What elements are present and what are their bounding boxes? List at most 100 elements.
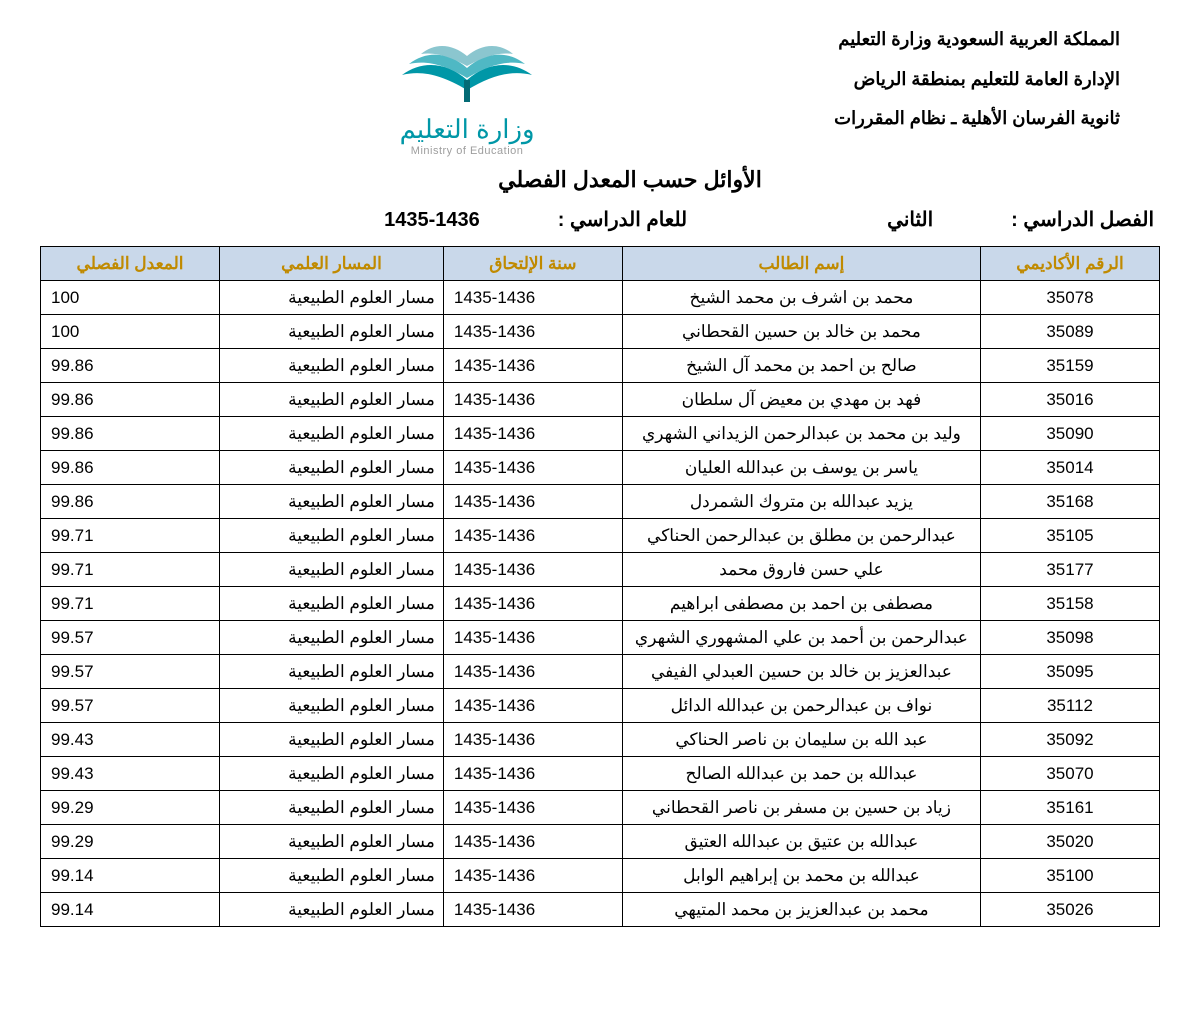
table-row: 35092عبد الله بن سليمان بن ناصر الحناكي1… bbox=[41, 723, 1160, 757]
cell-name: محمد بن عبدالعزيز بن محمد المتيهي bbox=[622, 893, 980, 927]
cell-name: عبدالرحمن بن أحمد بن علي المشهوري الشهري bbox=[622, 621, 980, 655]
cell-name: محمد بن خالد بن حسين القحطاني bbox=[622, 315, 980, 349]
ministry-logo: وزارة التعليم Ministry of Education bbox=[387, 20, 547, 157]
cell-track: مسار العلوم الطبيعية bbox=[220, 825, 444, 859]
cell-gpa: 99.57 bbox=[41, 621, 220, 655]
cell-id: 35098 bbox=[980, 621, 1159, 655]
cell-name: فهد بن مهدي بن معيض آل سلطان bbox=[622, 383, 980, 417]
cell-year: 1435-1436 bbox=[443, 383, 622, 417]
cell-track: مسار العلوم الطبيعية bbox=[220, 519, 444, 553]
cell-track: مسار العلوم الطبيعية bbox=[220, 485, 444, 519]
header-line-3: ثانوية الفرسان الأهلية ـ نظام المقررات bbox=[834, 99, 1120, 139]
table-row: 35016فهد بن مهدي بن معيض آل سلطان1435-14… bbox=[41, 383, 1160, 417]
cell-id: 35070 bbox=[980, 757, 1159, 791]
meta-row: الفصل الدراسي : الثاني للعام الدراسي : 1… bbox=[40, 207, 1160, 232]
cell-track: مسار العلوم الطبيعية bbox=[220, 655, 444, 689]
header-line-2: الإدارة العامة للتعليم بمنطقة الرياض bbox=[834, 60, 1120, 100]
cell-track: مسار العلوم الطبيعية bbox=[220, 723, 444, 757]
col-header-name: إسم الطالب bbox=[622, 247, 980, 281]
cell-year: 1435-1436 bbox=[443, 519, 622, 553]
cell-name: وليد بن محمد بن عبدالرحمن الزيداني الشهر… bbox=[622, 417, 980, 451]
table-row: 35090وليد بن محمد بن عبدالرحمن الزيداني … bbox=[41, 417, 1160, 451]
cell-track: مسار العلوم الطبيعية bbox=[220, 349, 444, 383]
cell-id: 35158 bbox=[980, 587, 1159, 621]
table-row: 35161زياد بن حسين بن مسفر بن ناصر القحطا… bbox=[41, 791, 1160, 825]
cell-gpa: 99.71 bbox=[41, 587, 220, 621]
year-group: للعام الدراسي : 1435-1436 bbox=[384, 207, 687, 232]
cell-name: نواف بن عبدالرحمن بن عبدالله الدائل bbox=[622, 689, 980, 723]
cell-id: 35100 bbox=[980, 859, 1159, 893]
header-line-1: المملكة العربية السعودية وزارة التعليم bbox=[834, 20, 1120, 60]
cell-name: ياسر بن يوسف بن عبدالله العليان bbox=[622, 451, 980, 485]
cell-name: زياد بن حسين بن مسفر بن ناصر القحطاني bbox=[622, 791, 980, 825]
cell-year: 1435-1436 bbox=[443, 791, 622, 825]
cell-gpa: 99.86 bbox=[41, 417, 220, 451]
year-label: للعام الدراسي : bbox=[558, 207, 687, 232]
cell-track: مسار العلوم الطبيعية bbox=[220, 553, 444, 587]
cell-track: مسار العلوم الطبيعية bbox=[220, 893, 444, 927]
cell-gpa: 99.71 bbox=[41, 519, 220, 553]
cell-gpa: 99.86 bbox=[41, 485, 220, 519]
cell-id: 35078 bbox=[980, 281, 1159, 315]
cell-id: 35026 bbox=[980, 893, 1159, 927]
cell-id: 35095 bbox=[980, 655, 1159, 689]
cell-id: 35089 bbox=[980, 315, 1159, 349]
cell-year: 1435-1436 bbox=[443, 485, 622, 519]
students-table: الرقم الأكاديمي إسم الطالب سنة الإلتحاق … bbox=[40, 246, 1160, 927]
logo-text-ar: وزارة التعليم bbox=[387, 114, 547, 145]
cell-id: 35092 bbox=[980, 723, 1159, 757]
cell-name: عبدالرحمن بن مطلق بن عبدالرحمن الحناكي bbox=[622, 519, 980, 553]
cell-id: 35020 bbox=[980, 825, 1159, 859]
table-body: 35078محمد بن اشرف بن محمد الشيخ1435-1436… bbox=[41, 281, 1160, 927]
cell-track: مسار العلوم الطبيعية bbox=[220, 859, 444, 893]
cell-gpa: 99.29 bbox=[41, 825, 220, 859]
table-row: 35098عبدالرحمن بن أحمد بن علي المشهوري ا… bbox=[41, 621, 1160, 655]
cell-year: 1435-1436 bbox=[443, 553, 622, 587]
year-value: 1435-1436 bbox=[384, 209, 480, 232]
col-header-id: الرقم الأكاديمي bbox=[980, 247, 1159, 281]
cell-year: 1435-1436 bbox=[443, 655, 622, 689]
col-header-track: المسار العلمي bbox=[220, 247, 444, 281]
col-header-gpa: المعدل الفصلي bbox=[41, 247, 220, 281]
cell-track: مسار العلوم الطبيعية bbox=[220, 281, 444, 315]
table-row: 35078محمد بن اشرف بن محمد الشيخ1435-1436… bbox=[41, 281, 1160, 315]
cell-name: علي حسن فاروق محمد bbox=[622, 553, 980, 587]
logo-container: وزارة التعليم Ministry of Education bbox=[40, 20, 794, 157]
cell-id: 35159 bbox=[980, 349, 1159, 383]
cell-name: عبدالله بن عتيق بن عبدالله العتيق bbox=[622, 825, 980, 859]
cell-name: صالح بن احمد بن محمد آل الشيخ bbox=[622, 349, 980, 383]
cell-year: 1435-1436 bbox=[443, 689, 622, 723]
logo-text-en: Ministry of Education bbox=[387, 145, 547, 157]
table-row: 35026محمد بن عبدالعزيز بن محمد المتيهي14… bbox=[41, 893, 1160, 927]
table-row: 35168يزيد عبدالله بن متروك الشمردل1435-1… bbox=[41, 485, 1160, 519]
cell-track: مسار العلوم الطبيعية bbox=[220, 383, 444, 417]
cell-id: 35105 bbox=[980, 519, 1159, 553]
cell-gpa: 99.86 bbox=[41, 349, 220, 383]
table-row: 35177علي حسن فاروق محمد1435-1436مسار الع… bbox=[41, 553, 1160, 587]
cell-track: مسار العلوم الطبيعية bbox=[220, 757, 444, 791]
cell-gpa: 99.14 bbox=[41, 859, 220, 893]
table-row: 35014ياسر بن يوسف بن عبدالله العليان1435… bbox=[41, 451, 1160, 485]
cell-id: 35014 bbox=[980, 451, 1159, 485]
cell-gpa: 99.86 bbox=[41, 451, 220, 485]
table-row: 35089محمد بن خالد بن حسين القحطاني1435-1… bbox=[41, 315, 1160, 349]
cell-track: مسار العلوم الطبيعية bbox=[220, 791, 444, 825]
cell-id: 35090 bbox=[980, 417, 1159, 451]
cell-name: يزيد عبدالله بن متروك الشمردل bbox=[622, 485, 980, 519]
table-header-row: الرقم الأكاديمي إسم الطالب سنة الإلتحاق … bbox=[41, 247, 1160, 281]
cell-year: 1435-1436 bbox=[443, 349, 622, 383]
table-row: 35105عبدالرحمن بن مطلق بن عبدالرحمن الحن… bbox=[41, 519, 1160, 553]
cell-name: عبد الله بن سليمان بن ناصر الحناكي bbox=[622, 723, 980, 757]
cell-gpa: 99.71 bbox=[41, 553, 220, 587]
table-row: 35095عبدالعزيز بن خالد بن حسين العبدلي ا… bbox=[41, 655, 1160, 689]
semester-value: الثاني bbox=[887, 207, 933, 232]
cell-id: 35177 bbox=[980, 553, 1159, 587]
cell-name: عبدالله بن حمد بن عبدالله الصالح bbox=[622, 757, 980, 791]
cell-track: مسار العلوم الطبيعية bbox=[220, 689, 444, 723]
cell-year: 1435-1436 bbox=[443, 723, 622, 757]
cell-gpa: 99.29 bbox=[41, 791, 220, 825]
cell-track: مسار العلوم الطبيعية bbox=[220, 587, 444, 621]
table-row: 35020عبدالله بن عتيق بن عبدالله العتيق14… bbox=[41, 825, 1160, 859]
header-org-text: المملكة العربية السعودية وزارة التعليم ا… bbox=[834, 20, 1160, 139]
book-logo-icon bbox=[387, 20, 547, 110]
